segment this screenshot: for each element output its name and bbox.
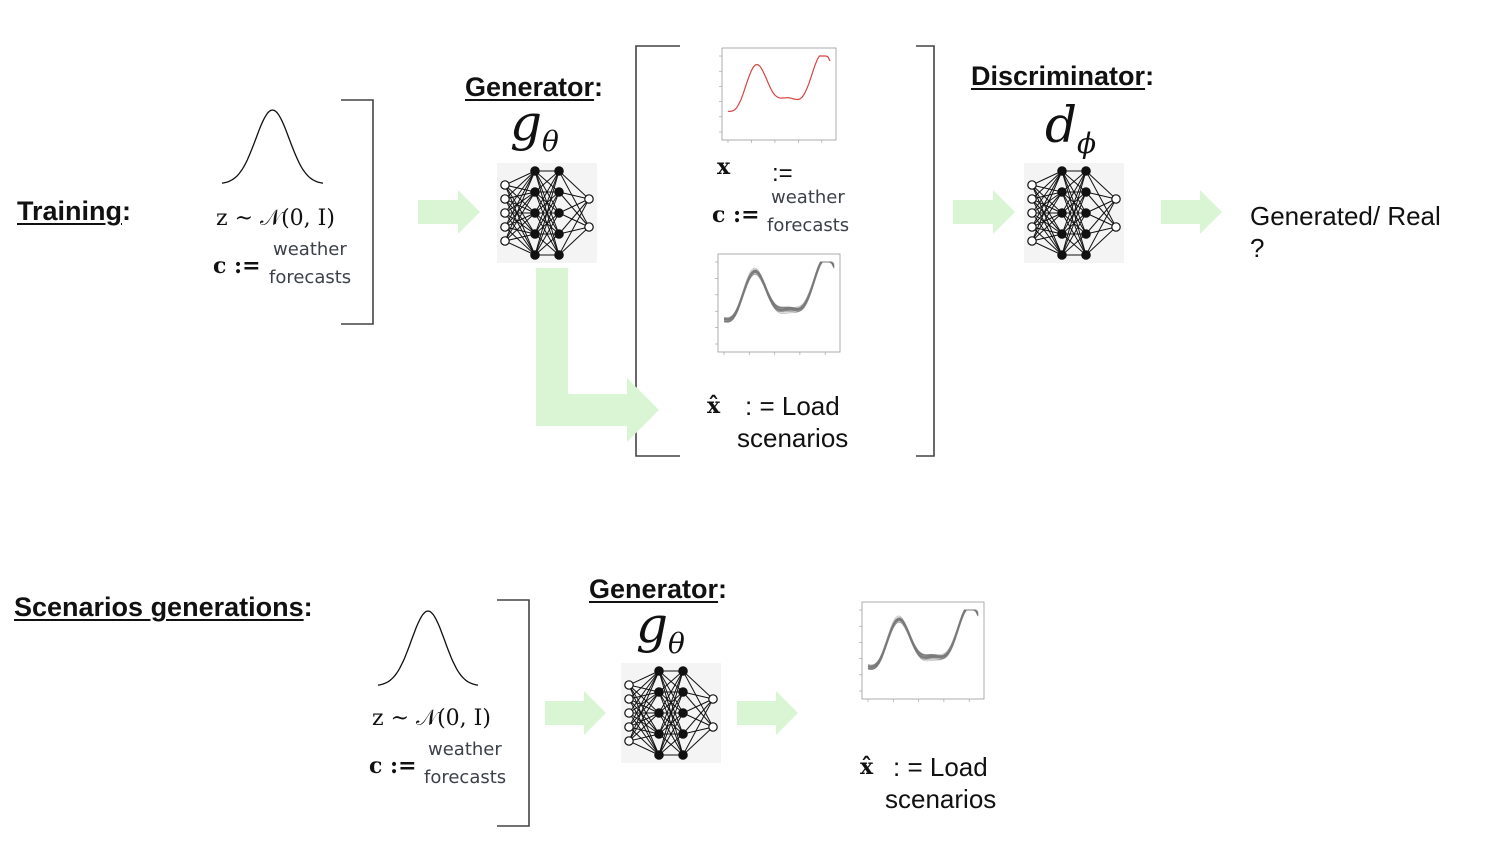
gaussian-curve-icon xyxy=(221,109,324,184)
right-arrow-icon xyxy=(1161,190,1222,234)
generation-generator-label: Generator: xyxy=(589,574,728,604)
generation-label: Scenarios generations: xyxy=(14,592,313,622)
real-x-symbol: x xyxy=(717,154,731,180)
right-arrow-icon xyxy=(418,190,480,234)
neural-network-icon xyxy=(621,663,721,763)
training-noise-equation: z ~ 𝒩(0, I) xyxy=(216,206,335,231)
generation-noise-equation: z ~ 𝒩(0, I) xyxy=(372,706,491,731)
discriminator-label: Discriminator: xyxy=(971,61,1155,91)
training-label: Training: xyxy=(17,196,132,226)
right-arrow-icon xyxy=(737,691,798,735)
training-cond-text: weather forecasts xyxy=(269,239,352,288)
bracket-icon xyxy=(497,599,530,827)
neural-network-icon xyxy=(1024,163,1124,263)
generation-x-symbol: x̂ xyxy=(860,754,874,780)
discriminator-symbol: dϕ xyxy=(1045,96,1097,160)
training-cond-symbol: c := xyxy=(213,253,261,279)
right-arrow-icon xyxy=(545,691,606,735)
plot-thumbnail-icon xyxy=(859,601,985,702)
bracket-icon xyxy=(916,45,935,457)
bracket-icon xyxy=(635,45,680,457)
fake-x-text: : = Load scenarios xyxy=(737,391,849,453)
right-arrow-icon xyxy=(953,190,1015,234)
gaussian-curve-icon xyxy=(377,610,479,686)
training-generator-label: Generator: xyxy=(465,72,604,102)
output-label: Generated/ Real ? xyxy=(1250,201,1441,263)
generation-x-text: : = Load scenarios xyxy=(885,752,997,814)
bracket-icon xyxy=(341,99,374,325)
fake-x-symbol: x̂ xyxy=(707,393,721,419)
training-generator-symbol: gθ xyxy=(510,94,559,158)
plot-thumbnail-icon xyxy=(719,47,837,143)
generation-cond-text: weather forecasts xyxy=(424,739,507,788)
real-x-assign: := xyxy=(772,160,793,187)
generation-cond-symbol: c := xyxy=(369,753,417,779)
neural-network-icon xyxy=(497,163,597,263)
real-cond-symbol: c := xyxy=(712,202,760,228)
generation-generator-symbol: gθ xyxy=(636,596,685,660)
plot-thumbnail-icon xyxy=(715,253,841,355)
elbow-arrow-icon xyxy=(536,268,659,442)
real-cond-text: weather forecasts xyxy=(767,187,850,236)
